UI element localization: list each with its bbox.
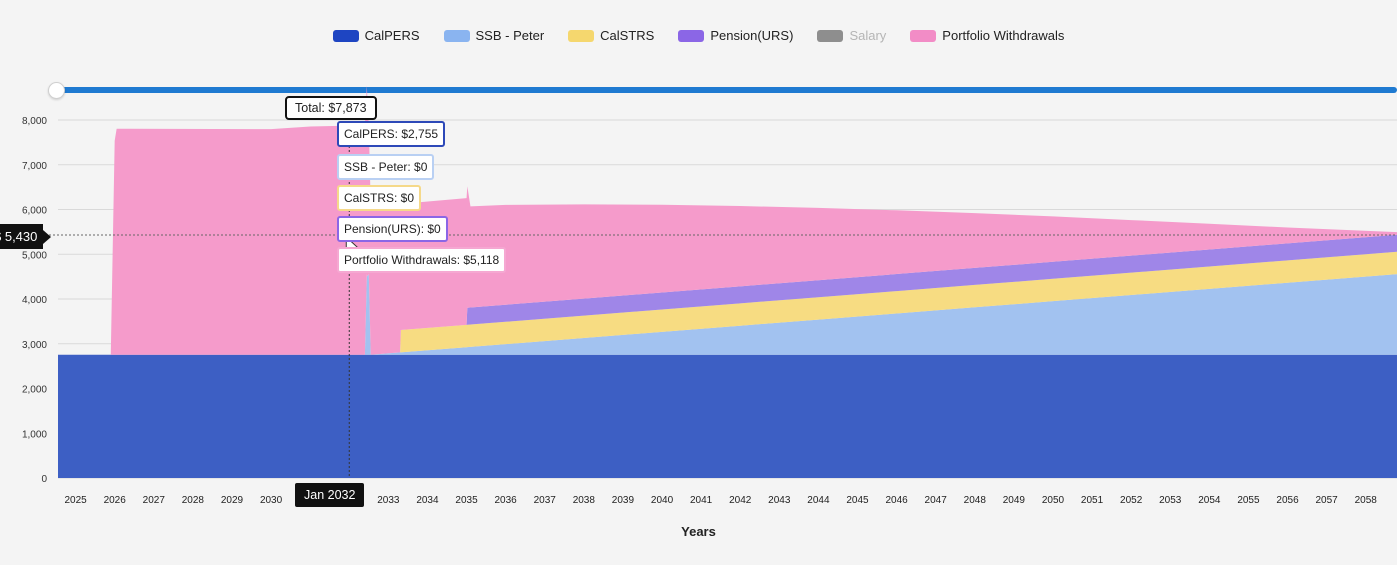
x-tick-label: 2042: [729, 495, 752, 506]
y-tick-label: 7,000: [22, 161, 47, 172]
legend-item-ssb-peter[interactable]: SSB - Peter: [443, 28, 545, 43]
x-tick-label: 2028: [182, 495, 205, 506]
x-tick-label: 2029: [221, 495, 244, 506]
tick-layer: 0 1,000 2,000 3,000 4,000 5,000 6,000 7,000 8,00…: [22, 116, 1377, 506]
x-tick-label: 2052: [1120, 495, 1143, 506]
x-tick-label: 2040: [651, 495, 674, 506]
x-tick-label: 2046: [885, 495, 908, 506]
x-tick-label: 2056: [1276, 495, 1299, 506]
x-tick-label: 2048: [964, 495, 987, 506]
x-tick-label: 2047: [925, 495, 948, 506]
y-tick-label: 5,000: [22, 250, 47, 261]
tooltip-portfolio-withdrawals: Portfolio Withdrawals: $5,118: [337, 247, 507, 273]
legend-label: CalSTRS: [600, 28, 655, 43]
x-tick-label: 2055: [1237, 495, 1260, 506]
legend-item-calpers[interactable]: CalPERS: [332, 28, 420, 43]
crosshair-y-badge: $ 5,430: [0, 224, 52, 249]
y-tick-label: 6,000: [22, 206, 47, 217]
tooltip-total: Total: $7,873: [285, 96, 377, 120]
legend-item-pension-urs[interactable]: Pension(URS): [678, 28, 793, 43]
x-tick-label: 2058: [1355, 495, 1378, 506]
legend-swatch: [678, 29, 705, 42]
tooltip-ssb-peter: SSB - Peter: $0: [337, 154, 435, 180]
x-tick-label: 2030: [260, 495, 283, 506]
x-tick-label: 2045: [846, 495, 869, 506]
legend-swatch: [817, 29, 844, 42]
x-tick-label: 2034: [416, 495, 439, 506]
y-tick-label: 8,000: [22, 116, 47, 127]
legend-label: Salary: [849, 28, 887, 43]
x-tick-label: 2054: [1198, 495, 1221, 506]
x-tick-label: 2037: [534, 495, 557, 506]
x-tick-label: 2053: [1159, 495, 1182, 506]
area-portfolio-withdrawals: [58, 85, 1397, 355]
crosshair-x-badge: Jan 2032: [295, 483, 365, 507]
chart-legend: CalPERS SSB - Peter CalSTRS Pension(URS)…: [0, 28, 1397, 43]
legend-swatch: [568, 29, 595, 42]
area-layer: [58, 85, 1397, 478]
x-tick-label: 2043: [768, 495, 791, 506]
y-tick-label: 1,000: [22, 429, 47, 440]
x-tick-label: 2033: [377, 495, 400, 506]
y-tick-label: 4,000: [22, 295, 47, 306]
x-tick-label: 2039: [612, 495, 635, 506]
y-tick-label: 0: [41, 474, 47, 485]
range-slider-handle[interactable]: [48, 82, 65, 99]
legend-label: Portfolio Withdrawals: [942, 28, 1065, 43]
legend-label: Pension(URS): [710, 28, 794, 43]
x-tick-label: 2026: [104, 495, 127, 506]
area-pension-urs: [58, 234, 1397, 355]
x-tick-label: 2038: [573, 495, 596, 506]
tooltip-pension-urs: Pension(URS): $0: [337, 216, 448, 242]
legend-item-salary[interactable]: Salary: [817, 28, 886, 43]
legend-item-calstrs[interactable]: CalSTRS: [568, 28, 654, 43]
x-tick-label: 2025: [64, 495, 87, 506]
x-tick-label: 2036: [495, 495, 518, 506]
legend-item-portfolio-withdrawals[interactable]: Portfolio Withdrawals: [910, 28, 1064, 43]
y-tick-label: 3,000: [22, 340, 47, 351]
x-tick-label: 2050: [1042, 495, 1065, 506]
legend-swatch: [443, 29, 470, 42]
legend-swatch: [332, 29, 359, 42]
x-tick-label: 2057: [1316, 495, 1339, 506]
x-tick-label: 2051: [1081, 495, 1104, 506]
x-tick-label: 2035: [455, 495, 478, 506]
legend-label: SSB - Peter: [475, 28, 545, 43]
x-axis-title: Years: [681, 524, 716, 539]
legend-label: CalPERS: [364, 28, 420, 43]
area-calpers: [58, 354, 1397, 478]
legend-swatch: [910, 29, 937, 42]
range-slider-track[interactable]: [56, 87, 1397, 93]
x-tick-label: 2049: [1003, 495, 1026, 506]
tooltip-calstrs: CalSTRS: $0: [337, 185, 422, 211]
x-tick-label: 2027: [143, 495, 166, 506]
tooltip-calpers: CalPERS: $2,755: [337, 121, 446, 147]
x-tick-label: 2041: [690, 495, 713, 506]
x-tick-label: 2044: [807, 495, 830, 506]
area-ssb-peter: [58, 274, 1397, 355]
y-tick-label: 2,000: [22, 385, 47, 396]
